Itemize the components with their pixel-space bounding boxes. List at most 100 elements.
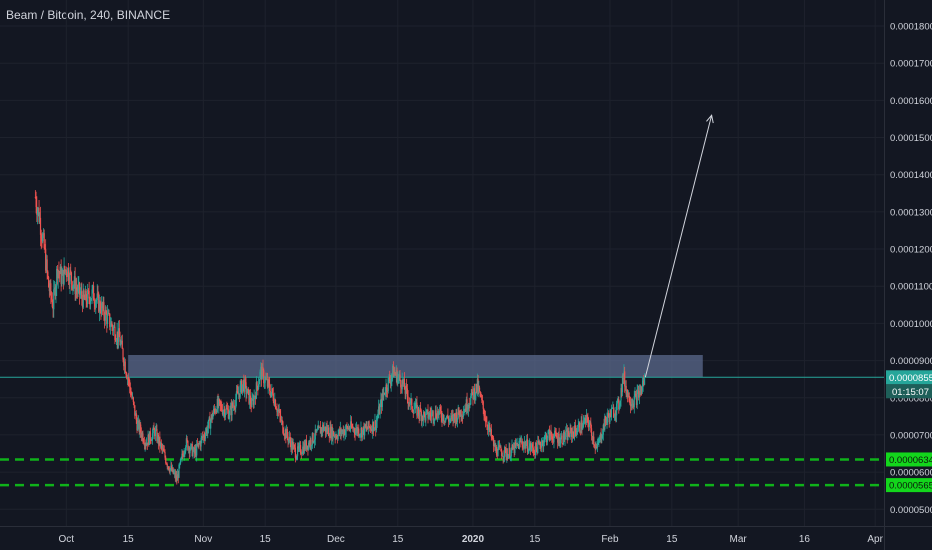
candle-body: [314, 429, 316, 440]
candle-body: [341, 429, 344, 432]
candle-body: [472, 392, 474, 400]
candle-body: [339, 428, 341, 434]
candle-body: [201, 436, 203, 438]
candle-body: [211, 414, 213, 420]
candle-body: [557, 433, 559, 443]
candle-body: [408, 402, 410, 404]
candle-body: [412, 411, 414, 414]
candle-body: [337, 433, 339, 440]
candle-body: [105, 310, 107, 314]
candle-body: [227, 409, 229, 419]
candle-body: [185, 447, 187, 452]
candle-body: [624, 371, 626, 387]
candle-body: [434, 410, 436, 419]
candle-body: [504, 447, 506, 450]
candle-body: [544, 435, 546, 437]
candle-body: [621, 375, 624, 393]
candle-body: [81, 298, 84, 308]
candle-body: [509, 456, 512, 459]
candle-body: [221, 405, 223, 411]
candle-body: [506, 453, 509, 459]
candle-body: [35, 197, 37, 208]
candle-body: [632, 403, 634, 407]
candle-body: [384, 393, 386, 395]
candle-body: [497, 446, 499, 457]
candle-body: [269, 391, 271, 397]
candle-body: [464, 408, 466, 413]
candle-body: [354, 431, 356, 435]
candle-body: [148, 434, 150, 445]
candle-body: [138, 420, 140, 433]
candle-body: [643, 375, 646, 385]
candle-body: [436, 411, 439, 420]
candle-body: [581, 420, 583, 430]
candle-body: [407, 396, 409, 404]
candle-body: [297, 446, 299, 449]
candle-body: [111, 322, 113, 327]
candle-body: [520, 440, 522, 443]
candle-body: [95, 301, 97, 307]
candle-body: [214, 410, 216, 413]
candle-body: [578, 422, 580, 426]
candle-body: [626, 390, 628, 395]
candle-body: [199, 442, 201, 444]
candle-body: [447, 415, 449, 419]
candle-body: [602, 424, 604, 435]
candle-body: [498, 445, 501, 447]
candle-body: [118, 328, 120, 342]
candle-body: [433, 420, 435, 421]
candle-body: [355, 430, 357, 435]
candle-body: [65, 269, 67, 274]
price-axis-label: 0.0001800: [890, 22, 932, 33]
candle-body: [570, 427, 572, 430]
candle-body: [464, 408, 467, 412]
candle-body: [182, 455, 185, 457]
candle-body: [81, 291, 83, 299]
candle-body: [599, 436, 601, 443]
candle-body: [45, 259, 48, 271]
candle-body: [543, 436, 545, 443]
candle-body: [398, 374, 400, 377]
candle-body: [180, 457, 182, 460]
candle-body: [548, 429, 551, 440]
candle-body: [143, 442, 145, 446]
candle-body: [373, 427, 375, 431]
candle-body: [134, 413, 137, 416]
candle-body: [477, 379, 479, 392]
candle-body: [241, 384, 243, 393]
candle-body: [526, 439, 528, 445]
candle-body: [598, 442, 600, 444]
candle-body: [614, 412, 616, 417]
candle-body: [470, 396, 472, 405]
candle-body: [521, 441, 523, 445]
candle-body: [126, 377, 129, 379]
candle-body: [78, 282, 80, 286]
candle-body: [527, 451, 529, 453]
candle-body: [476, 383, 478, 392]
candle-body: [187, 447, 190, 450]
candle-body: [109, 313, 111, 327]
candle-body: [418, 414, 420, 417]
candle-body: [594, 445, 596, 449]
candle-body: [355, 426, 358, 431]
candle-body: [55, 285, 57, 296]
candle-body: [579, 422, 581, 432]
candle-body: [144, 444, 146, 446]
candle-body: [520, 441, 523, 443]
candle-body: [427, 409, 429, 419]
candle-body: [435, 410, 437, 418]
candle-body: [139, 424, 141, 433]
candle-body: [70, 272, 73, 282]
candle-body: [92, 285, 94, 290]
candle-body: [429, 412, 431, 415]
candle-body: [85, 290, 87, 302]
candle-body: [281, 419, 283, 422]
candle-body: [493, 443, 495, 447]
candle-body: [514, 442, 516, 454]
candle-body: [259, 371, 261, 381]
candle-body: [235, 391, 238, 400]
candle-body: [173, 472, 176, 474]
candle-body: [269, 383, 271, 392]
candle-body: [109, 326, 112, 328]
